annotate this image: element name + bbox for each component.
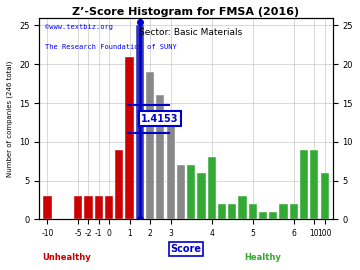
Bar [218,204,226,220]
Text: Healthy: Healthy [245,253,282,262]
Text: Sector: Basic Materials: Sector: Basic Materials [139,28,242,37]
Bar [269,212,278,220]
Bar [156,95,165,220]
Bar [238,196,247,220]
Bar [84,196,93,220]
Bar [105,196,113,220]
Bar [167,126,175,220]
Bar [310,150,319,220]
X-axis label: Score: Score [171,244,202,254]
Bar [125,56,134,220]
Text: Unhealthy: Unhealthy [42,253,91,262]
Bar [115,150,123,220]
Bar [249,204,257,220]
Bar [43,196,51,220]
Bar [279,204,288,220]
Text: The Research Foundation of SUNY: The Research Foundation of SUNY [45,44,177,50]
Bar [187,165,195,220]
Text: 1.4153: 1.4153 [141,114,179,124]
Bar [146,72,154,220]
Bar [136,25,144,220]
Bar [197,173,206,220]
Title: Z’-Score Histogram for FMSA (2016): Z’-Score Histogram for FMSA (2016) [72,7,300,17]
Bar [300,150,308,220]
Y-axis label: Number of companies (246 total): Number of companies (246 total) [7,60,13,177]
Bar [290,204,298,220]
Bar [208,157,216,220]
Bar [177,165,185,220]
Text: ©www.textbiz.org: ©www.textbiz.org [45,24,113,30]
Bar [320,173,329,220]
Bar [95,196,103,220]
Bar [74,196,82,220]
Bar [228,204,236,220]
Bar [259,212,267,220]
